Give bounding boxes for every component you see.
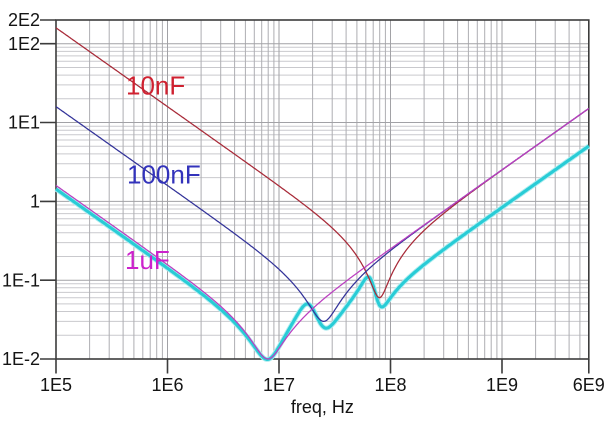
svg-text:1E-1: 1E-1 [2,270,40,290]
svg-text:1uF: 1uF [125,245,170,275]
svg-text:1E1: 1E1 [8,113,40,133]
svg-text:6E9: 6E9 [573,375,605,395]
svg-text:1E5: 1E5 [40,375,72,395]
svg-text:1E9: 1E9 [486,375,518,395]
svg-text:1E8: 1E8 [374,375,406,395]
svg-text:100nF: 100nF [127,160,201,190]
svg-text:2E2: 2E2 [8,10,40,30]
svg-text:10nF: 10nF [126,71,185,101]
svg-text:1E2: 1E2 [8,34,40,54]
svg-text:1: 1 [30,192,40,212]
svg-text:1E7: 1E7 [263,375,295,395]
svg-text:freq, Hz: freq, Hz [291,397,354,417]
svg-text:1E-2: 1E-2 [2,349,40,369]
svg-text:1E6: 1E6 [151,375,183,395]
